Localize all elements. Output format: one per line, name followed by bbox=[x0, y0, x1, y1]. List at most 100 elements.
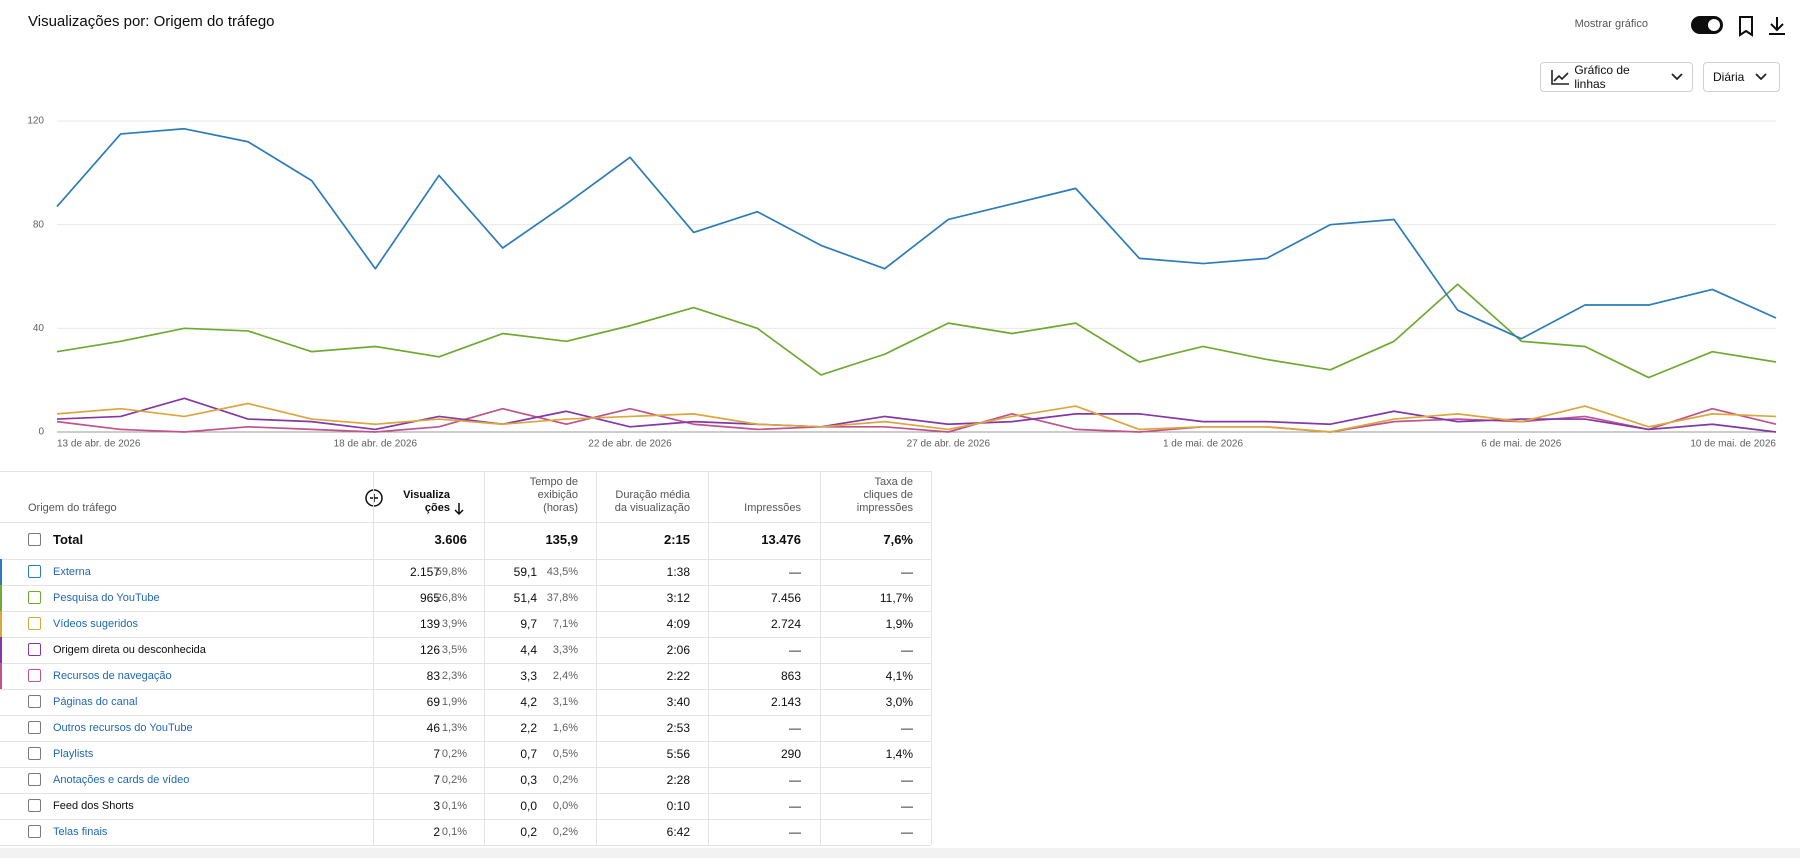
checkbox[interactable] bbox=[28, 643, 41, 656]
checkbox[interactable] bbox=[28, 721, 41, 734]
checkbox[interactable] bbox=[28, 799, 41, 812]
source-name[interactable]: Recursos de navegação bbox=[53, 670, 172, 682]
cell-value: — bbox=[789, 565, 801, 579]
cell-value: 3,5% bbox=[441, 644, 467, 656]
column-header[interactable]: Taxa de cliques de impressões bbox=[856, 476, 913, 514]
source-name[interactable]: Outros recursos do YouTube bbox=[53, 722, 193, 734]
toggle[interactable] bbox=[1690, 14, 1724, 36]
cell-value: 1,9% bbox=[441, 696, 467, 708]
cell-value: 4,1% bbox=[885, 669, 913, 683]
cell-value: 2,4% bbox=[552, 670, 578, 682]
column-divider bbox=[931, 471, 932, 845]
source-name[interactable]: Telas finais bbox=[53, 826, 108, 838]
column-header[interactable]: Duração média da visualização bbox=[614, 489, 690, 514]
column-header-box: Impressões bbox=[721, 471, 801, 515]
row-divider bbox=[0, 522, 931, 523]
column-header[interactable]: Impressões bbox=[744, 502, 801, 514]
cell-value: 1:38 bbox=[666, 565, 690, 579]
cell-value: 2,2 bbox=[520, 721, 537, 735]
cell-value: — bbox=[789, 799, 801, 813]
total-value: 13.476 bbox=[761, 532, 801, 547]
cell-value: — bbox=[901, 825, 913, 839]
cell-value: 0,5% bbox=[552, 748, 578, 760]
source-name[interactable]: Pesquisa do YouTube bbox=[53, 592, 160, 604]
series-indicator bbox=[0, 611, 2, 637]
chevron bbox=[1670, 73, 1683, 81]
checkbox[interactable] bbox=[28, 825, 41, 838]
cell-value: — bbox=[789, 825, 801, 839]
source-name[interactable]: Páginas do canal bbox=[53, 696, 138, 708]
x-tick-label: 13 de abr. de 2026 bbox=[57, 439, 141, 450]
cell-value: — bbox=[901, 799, 913, 813]
cell-value: 0,2 bbox=[520, 825, 537, 839]
cell-value: — bbox=[789, 721, 801, 735]
bookmark-icon[interactable] bbox=[1736, 15, 1756, 37]
row-divider bbox=[0, 715, 931, 716]
cell-value: 46 bbox=[426, 721, 440, 735]
cell-value: 139 bbox=[419, 617, 440, 631]
cell-value: 3 bbox=[433, 799, 440, 813]
row-divider bbox=[0, 585, 931, 586]
cell-value: 1,6% bbox=[552, 722, 578, 734]
add-column-icon[interactable] bbox=[364, 488, 384, 508]
download-icon[interactable] bbox=[1766, 15, 1788, 37]
column-divider bbox=[596, 471, 597, 845]
cell-value: 290 bbox=[780, 747, 801, 761]
cell-value: 69 bbox=[426, 695, 440, 709]
chevron bbox=[1755, 73, 1767, 81]
column-divider bbox=[820, 471, 821, 845]
cell-value: 863 bbox=[780, 669, 801, 683]
cell-value: 2:53 bbox=[666, 721, 690, 735]
cell-value: 51,4 bbox=[513, 591, 537, 605]
column-header[interactable]: Origem do tráfego bbox=[28, 502, 117, 514]
cell-value: 2:06 bbox=[666, 643, 690, 657]
cell-value: 0,2% bbox=[441, 748, 467, 760]
cell-value: 0,2% bbox=[552, 774, 578, 786]
sort-arrow[interactable] bbox=[452, 502, 466, 516]
cell-value: 7,1% bbox=[552, 618, 578, 630]
cell-value: 0,1% bbox=[441, 800, 467, 812]
checkbox[interactable] bbox=[28, 591, 41, 604]
series-indicator bbox=[0, 559, 2, 585]
checkbox[interactable] bbox=[28, 695, 41, 708]
column-header[interactable]: Tempo de exibição (horas) bbox=[529, 476, 578, 514]
checkbox[interactable] bbox=[28, 533, 41, 546]
cell-value: 83 bbox=[426, 669, 440, 683]
checkbox[interactable] bbox=[28, 565, 41, 578]
series-indicator bbox=[0, 663, 2, 689]
checkbox[interactable] bbox=[28, 669, 41, 682]
source-name[interactable]: Playlists bbox=[53, 748, 94, 760]
column-header[interactable]: Visualizações bbox=[403, 489, 450, 514]
show-chart-label: Mostrar gráfico bbox=[1574, 18, 1648, 30]
y-tick-label: 40 bbox=[33, 323, 45, 334]
source-name: Feed dos Shorts bbox=[53, 800, 134, 812]
x-tick-label: 10 de mai. de 2026 bbox=[1690, 439, 1776, 450]
source-name[interactable]: Anotações e cards de vídeo bbox=[53, 774, 190, 786]
total-value: 2:15 bbox=[663, 532, 690, 547]
column-header-box: Visualizações bbox=[402, 471, 450, 515]
period-button[interactable]: Diária bbox=[1703, 62, 1780, 92]
chart-type-button[interactable]: Gráfico de linhas bbox=[1540, 62, 1693, 92]
line-chart-icon bbox=[1551, 70, 1569, 85]
cell-value: 3:12 bbox=[666, 591, 690, 605]
cell-value: 0,3 bbox=[520, 773, 537, 787]
row-divider bbox=[0, 611, 931, 612]
cell-value: — bbox=[789, 773, 801, 787]
source-name[interactable]: Externa bbox=[53, 566, 91, 578]
row-divider bbox=[0, 819, 931, 820]
cell-value: 0,1% bbox=[441, 826, 467, 838]
checkbox[interactable] bbox=[28, 773, 41, 786]
cell-value: — bbox=[901, 643, 913, 657]
cell-value: 9,7 bbox=[520, 617, 537, 631]
cell-value: 7 bbox=[433, 773, 440, 787]
series-line bbox=[56, 397, 1777, 433]
cell-value: 2.724 bbox=[770, 617, 801, 631]
y-tick-label: 0 bbox=[38, 427, 44, 438]
checkbox[interactable] bbox=[28, 617, 41, 630]
line-chart: 0 40 80 120 13 de abr. de 2026 18 de abr. de … bbox=[27, 116, 1777, 450]
series-indicator bbox=[0, 637, 2, 663]
source-name[interactable]: Vídeos sugeridos bbox=[53, 618, 138, 630]
checkbox[interactable] bbox=[28, 747, 41, 760]
